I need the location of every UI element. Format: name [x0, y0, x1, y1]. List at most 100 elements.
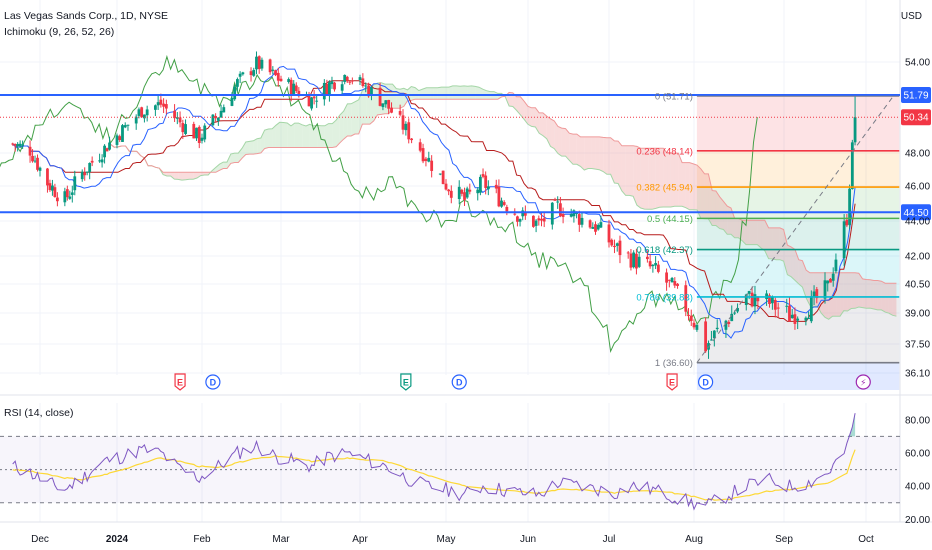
- rsi-y-tick-3: 20.00: [905, 515, 930, 526]
- candle-body: [159, 99, 163, 105]
- cloud-seg: [283, 122, 288, 148]
- candle-body: [418, 142, 422, 151]
- rsi-legend[interactable]: RSI (14, close): [4, 407, 74, 419]
- candle-body: [613, 245, 616, 248]
- cloud-seg: [591, 136, 596, 170]
- candle-body: [343, 74, 347, 82]
- candle-body: [724, 320, 728, 330]
- candle-body: [123, 125, 127, 128]
- candle-body: [618, 240, 622, 256]
- candle-body: [216, 117, 220, 121]
- candle-body: [684, 285, 688, 312]
- cloud-seg: [847, 272, 852, 311]
- fib-retracement[interactable]: 0 (51.71) 0.236 (48.14) 0.382 (45.94) 0.5 (…: [636, 92, 900, 369]
- cloud-seg: [542, 112, 547, 139]
- candle-body: [33, 160, 37, 162]
- candle-body: [297, 90, 301, 97]
- cloud-seg: [448, 85, 453, 100]
- candle-body: [610, 239, 614, 246]
- earnings-glyph: E: [669, 378, 675, 388]
- cloud-seg: [557, 126, 562, 157]
- candle-body: [387, 99, 391, 109]
- candle-body: [118, 136, 122, 141]
- earnings-marker-2[interactable]: E: [400, 373, 412, 391]
- candle-body: [807, 317, 810, 319]
- indicator-legend[interactable]: Ichimoku (9, 26, 52, 26): [4, 26, 115, 38]
- cloud-seg: [516, 96, 521, 115]
- cloud-seg: [817, 272, 822, 314]
- candle-body: [350, 80, 354, 82]
- candle-body: [815, 289, 819, 299]
- cloud-seg: [531, 107, 536, 128]
- cloud-seg: [761, 220, 765, 251]
- candle-body: [476, 189, 480, 194]
- dividend-marker-5[interactable]: D: [698, 374, 714, 390]
- candle-body: [48, 183, 52, 191]
- candle-body: [333, 82, 336, 90]
- cloud-seg: [554, 120, 558, 154]
- candle-body: [687, 314, 690, 316]
- candle-body: [404, 123, 408, 131]
- candle-body: [257, 56, 261, 70]
- cloud-seg: [294, 123, 299, 148]
- candle-body: [556, 201, 560, 203]
- y-tick-3: 44.00: [905, 217, 930, 228]
- upper-level-tag[interactable]: [901, 87, 931, 103]
- last-price-tag[interactable]: [901, 109, 931, 126]
- candle-body: [192, 123, 196, 139]
- candle-body: [494, 184, 498, 189]
- candle-body: [255, 56, 258, 70]
- cloud-seg: [275, 122, 280, 148]
- candle-body: [500, 200, 503, 207]
- cloud-seg: [234, 153, 239, 163]
- cloud-seg: [456, 85, 461, 100]
- cloud-seg: [603, 137, 607, 175]
- candle-body: [632, 252, 636, 268]
- candle-body: [575, 212, 578, 214]
- candle-body: [279, 78, 283, 82]
- candle-body: [378, 87, 382, 106]
- candle-body: [211, 114, 215, 126]
- candle-body: [712, 330, 716, 339]
- candle-body: [532, 215, 535, 227]
- cloud-seg: [640, 148, 645, 210]
- dividend-marker-1[interactable]: D: [205, 374, 221, 390]
- rsi-line: [12, 413, 856, 511]
- split-marker-6[interactable]: ⚡: [855, 374, 871, 390]
- y-tick-4: 42.00: [905, 252, 930, 263]
- dividend-icon: [698, 374, 714, 390]
- candle-body: [447, 189, 451, 192]
- cloud-seg: [678, 153, 683, 207]
- candle-body: [90, 160, 94, 163]
- earnings-glyph: E: [177, 378, 183, 388]
- horizontal-levels[interactable]: 51.79 44.50 50.34: [0, 87, 931, 221]
- cloud-seg: [249, 140, 254, 155]
- earnings-marker-4[interactable]: E: [666, 373, 678, 391]
- dividend-marker-3[interactable]: D: [451, 374, 467, 390]
- candle-body: [673, 281, 677, 286]
- cloud-seg: [339, 111, 344, 143]
- candle-body: [785, 305, 789, 307]
- cloud-seg: [749, 220, 754, 245]
- cloud-seg: [877, 280, 882, 310]
- cloud-seg: [625, 145, 630, 196]
- fib-trend-line[interactable]: [696, 95, 894, 363]
- currency-label[interactable]: USD: [900, 11, 922, 22]
- candle-body: [651, 264, 655, 267]
- earnings-marker-0[interactable]: E: [174, 373, 186, 391]
- cloud-seg: [674, 153, 679, 207]
- candle-body: [173, 110, 176, 119]
- cloud-seg: [539, 112, 543, 136]
- candle-body: [53, 187, 57, 198]
- event-markers[interactable]: E D E D E D ⚡: [174, 373, 871, 391]
- split-glyph: ⚡: [860, 378, 866, 388]
- cloud-seg: [426, 87, 431, 100]
- candle-body: [502, 202, 506, 205]
- candle-body: [230, 98, 234, 106]
- candle-body: [184, 124, 187, 134]
- y-tick-1: 48.00: [905, 149, 930, 160]
- cloud-seg: [433, 87, 438, 100]
- cloud-seg: [196, 172, 201, 178]
- lower-level-tag[interactable]: [901, 204, 931, 221]
